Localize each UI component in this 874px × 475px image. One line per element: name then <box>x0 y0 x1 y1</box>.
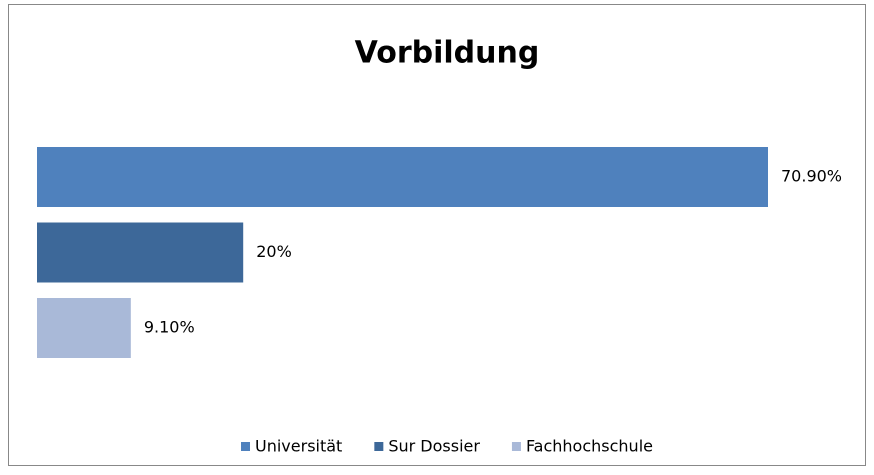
legend-swatch <box>511 442 521 451</box>
legend-label: Fachhochschule <box>526 437 653 456</box>
data-label: 9.10% <box>144 318 195 337</box>
legend-label: Universität <box>255 437 342 456</box>
legend-label: Sur Dossier <box>388 437 480 456</box>
data-label: 20% <box>256 242 292 261</box>
data-label: 70.90% <box>781 167 842 186</box>
bar <box>37 222 244 283</box>
legend-swatch <box>241 442 251 451</box>
bar <box>37 298 131 358</box>
bar <box>37 147 768 207</box>
legend-swatch <box>374 442 384 451</box>
chart-title: Vorbildung <box>355 36 540 71</box>
